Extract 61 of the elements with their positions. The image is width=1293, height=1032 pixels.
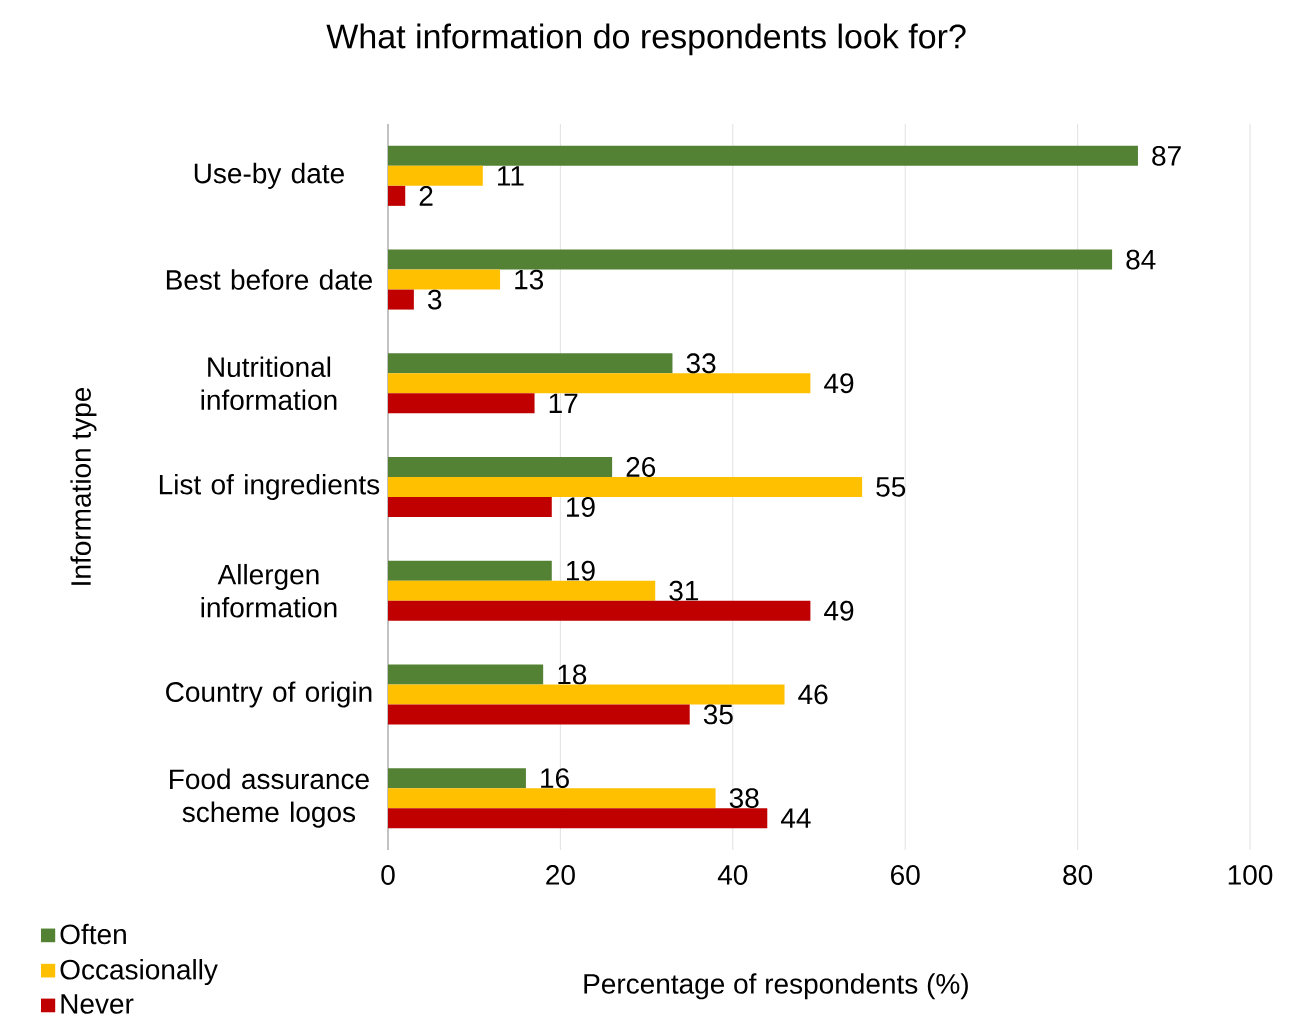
legend-label: Occasionally — [60, 959, 218, 986]
data-label: 49 — [824, 373, 854, 394]
data-label: 49 — [824, 600, 854, 621]
chart-title: What information do respondents look for? — [326, 23, 966, 56]
data-label: 46 — [798, 684, 828, 705]
data-label: 18 — [558, 664, 587, 685]
x-tick-label: 80 — [1063, 865, 1093, 885]
data-label: 38 — [729, 788, 759, 809]
bar — [388, 185, 406, 206]
y-tick-label: Use-by date — [194, 162, 344, 189]
y-tick-label: Country of origin — [166, 681, 372, 708]
bar — [388, 664, 544, 685]
bar — [388, 457, 613, 477]
data-label: 11 — [498, 166, 524, 186]
data-label: 55 — [876, 477, 906, 497]
bar — [388, 393, 535, 414]
data-label: 3 — [428, 289, 442, 310]
data-label: 19 — [566, 560, 595, 581]
bar — [388, 373, 811, 394]
y-tick-label: Nutritional information — [201, 356, 337, 411]
bar — [388, 497, 552, 517]
data-label: 19 — [566, 497, 595, 517]
bar — [388, 580, 656, 601]
data-label: 33 — [686, 353, 716, 374]
bar — [388, 249, 1113, 270]
data-label: 13 — [515, 269, 544, 290]
x-tick-label: 20 — [546, 865, 575, 885]
x-tick-label: 40 — [717, 865, 748, 885]
data-label: 84 — [1126, 249, 1156, 270]
bar — [388, 684, 785, 705]
x-axis-title: Percentage of respondents (%) — [584, 973, 968, 1000]
y-tick-label: List of ingredients — [159, 473, 380, 501]
data-label: 2 — [419, 186, 433, 206]
x-tick-label: 100 — [1228, 865, 1273, 885]
data-label: 31 — [669, 580, 699, 601]
data-label: 87 — [1152, 145, 1181, 166]
legend-label: Never — [61, 994, 134, 1014]
bar — [388, 704, 690, 725]
y-tick-label: Food assurance scheme logos — [170, 768, 369, 828]
bar — [388, 600, 811, 621]
y-tick-label: Allergen information — [201, 563, 337, 618]
legend-label: Often — [60, 923, 126, 945]
x-tick-label: 0 — [381, 865, 395, 885]
y-axis-title: Information type — [70, 387, 97, 585]
data-label: 17 — [549, 393, 578, 413]
bar — [388, 165, 483, 186]
data-label: 16 — [541, 768, 569, 789]
data-label: 26 — [626, 457, 656, 477]
y-tick-label: Best before date — [166, 269, 372, 290]
bar — [388, 808, 768, 829]
bar — [388, 768, 526, 789]
bar — [388, 788, 716, 809]
x-tick-label: 60 — [891, 865, 920, 885]
bar — [388, 477, 863, 497]
bar — [388, 353, 673, 374]
bar — [388, 560, 552, 581]
data-label: 44 — [780, 808, 811, 828]
data-label: 35 — [703, 704, 733, 725]
bar — [388, 269, 501, 290]
bar — [388, 289, 414, 310]
bar — [388, 145, 1138, 166]
